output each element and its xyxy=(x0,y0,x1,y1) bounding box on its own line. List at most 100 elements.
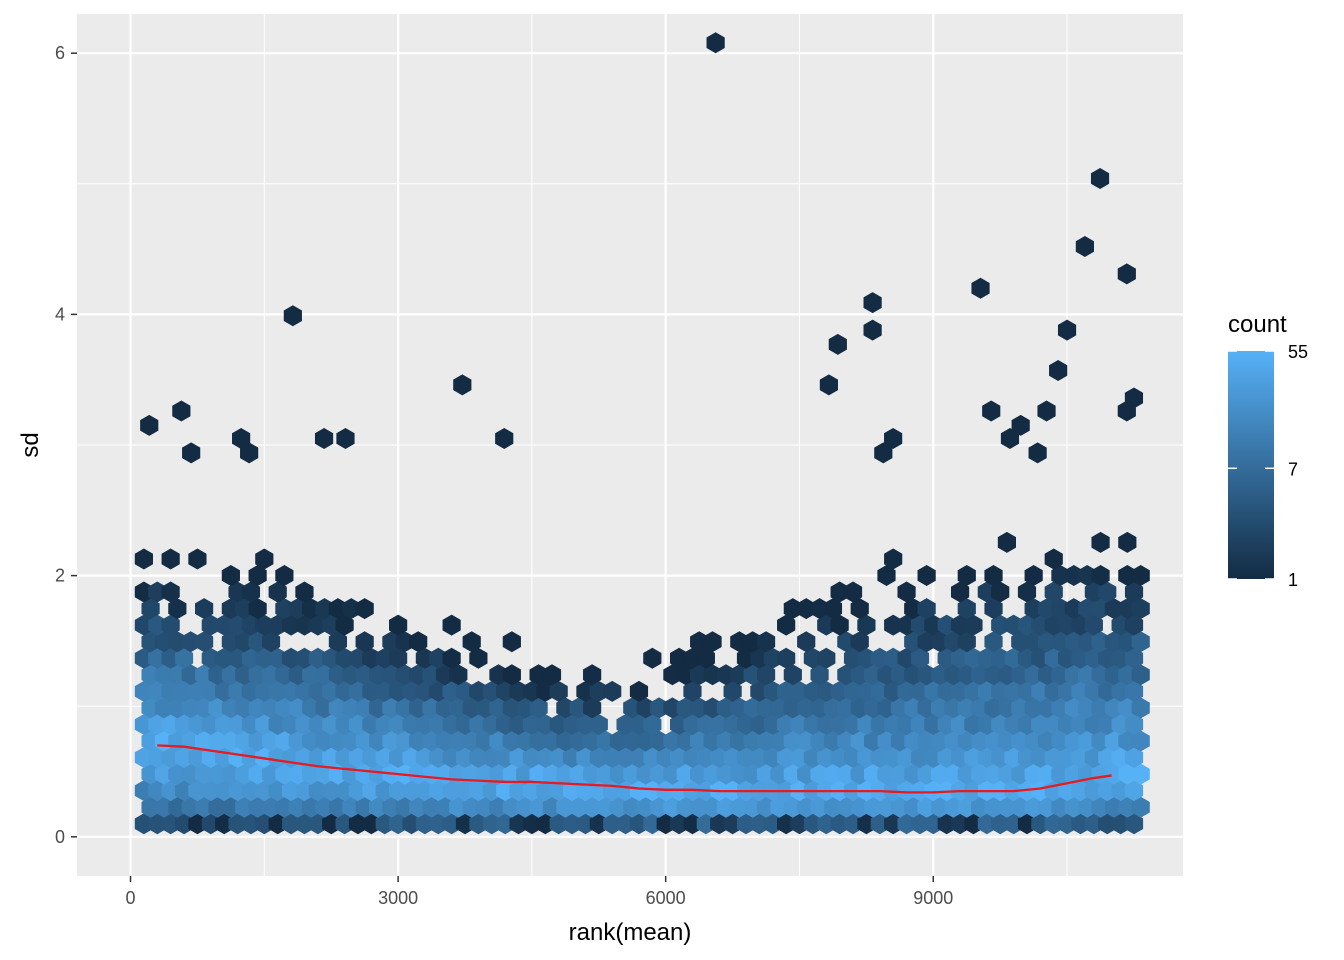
hex-bin xyxy=(843,581,863,603)
hex-bin-outlier xyxy=(232,427,251,449)
hex-bin xyxy=(1091,565,1110,587)
hex-bin xyxy=(255,548,274,570)
hex-bin xyxy=(1118,531,1137,553)
hex-bin xyxy=(195,631,214,653)
hex-bin xyxy=(295,581,314,603)
hex-bin xyxy=(884,548,903,570)
hex-bin xyxy=(275,565,294,587)
hex-bin xyxy=(1124,713,1144,735)
hex-bin xyxy=(195,598,214,620)
hex-bin-outlier xyxy=(982,400,1001,422)
legend-break-label: 55 xyxy=(1288,342,1308,362)
hex-bin xyxy=(248,598,267,620)
hex-bin-outlier xyxy=(1028,442,1047,464)
hex-bin-outlier xyxy=(182,442,201,464)
hex-bin-outlier xyxy=(971,277,990,299)
hex-bin xyxy=(409,631,428,653)
hex-bin xyxy=(696,647,715,669)
hex-bin-outlier xyxy=(1117,400,1136,422)
hex-bin xyxy=(910,647,930,669)
hex-bin xyxy=(248,565,267,587)
hex-bin xyxy=(964,614,983,636)
hex-bin xyxy=(756,631,776,653)
hex-bin xyxy=(797,631,816,653)
x-tick-label: 0 xyxy=(126,888,136,908)
hex-bin xyxy=(777,647,796,669)
hex-bin xyxy=(328,631,347,653)
hex-bin-outlier xyxy=(140,414,159,436)
hex-bin xyxy=(703,631,722,653)
hex-bin xyxy=(603,680,622,702)
hex-bin xyxy=(1044,581,1063,603)
legend-colorbar xyxy=(1228,351,1274,579)
hex-bin xyxy=(442,614,461,636)
hex-bin xyxy=(1124,680,1144,702)
hex-bin-outlier xyxy=(1049,360,1068,382)
hex-bin-outlier xyxy=(1117,263,1136,285)
hex-bin xyxy=(756,664,776,686)
y-tick-label: 4 xyxy=(55,304,65,324)
hex-bin xyxy=(502,664,521,686)
hex-bin xyxy=(1131,664,1150,686)
hex-bin xyxy=(355,598,374,620)
hex-bin xyxy=(984,598,1003,620)
hex-bin xyxy=(830,614,849,636)
hex-bin xyxy=(1131,598,1150,620)
hex-bin xyxy=(629,680,649,702)
hex-bin xyxy=(1124,813,1144,835)
hex-bin xyxy=(823,598,843,620)
x-axis-title: rank(mean) xyxy=(569,919,692,946)
hex-bin xyxy=(1131,697,1150,719)
hex-bin-outlier xyxy=(1037,400,1056,422)
hex-bin-outlier xyxy=(240,442,259,464)
hex-bin xyxy=(502,631,521,653)
hex-bin xyxy=(957,631,976,653)
hex-bin xyxy=(1124,581,1144,603)
hex-bin xyxy=(850,598,869,620)
hex-bin xyxy=(161,614,180,636)
hex-bin-outlier xyxy=(1075,235,1094,257)
hex-bin xyxy=(783,664,802,686)
hex-bin xyxy=(1124,780,1144,802)
hex-bin-outlier xyxy=(884,427,903,449)
hex-bin xyxy=(1091,531,1110,553)
hex-bin xyxy=(810,664,829,686)
hex-bin xyxy=(389,614,408,636)
hex-bin-outlier xyxy=(863,319,882,341)
hex-bin xyxy=(1098,581,1117,603)
hex-bin-outlier xyxy=(495,427,514,449)
hex-bin xyxy=(957,565,976,587)
hex-bin-outlier xyxy=(706,32,725,54)
hex-bin xyxy=(850,631,869,653)
hex-bin xyxy=(683,680,702,702)
y-axis: 0 2 4 6 xyxy=(55,43,77,847)
hex-bin xyxy=(389,647,408,669)
hex-bin xyxy=(857,614,876,636)
hex-bin xyxy=(817,647,836,669)
hex-bin xyxy=(335,614,354,636)
hex-bin xyxy=(188,548,207,570)
hex-bin xyxy=(589,713,608,735)
legend-break-label: 1 xyxy=(1288,570,1298,590)
hex-bin xyxy=(643,647,662,669)
hex-bin xyxy=(542,664,562,686)
hex-bin xyxy=(161,581,180,603)
hex-bin-outlier xyxy=(819,374,838,396)
hex-bin xyxy=(1131,796,1150,818)
hex-bin-outlier xyxy=(1090,168,1110,190)
legend-title: count xyxy=(1228,311,1287,338)
hex-bin-outlier xyxy=(828,333,847,355)
hex-bin xyxy=(1131,565,1150,587)
y-tick-label: 0 xyxy=(55,827,65,847)
hex-bin xyxy=(723,680,742,702)
trend-line xyxy=(157,744,1112,794)
hex-bin xyxy=(917,598,936,620)
hex-bin xyxy=(950,581,970,603)
hex-bin xyxy=(241,581,261,603)
hex-bin-outlier xyxy=(1000,427,1020,449)
hex-bin-outlier xyxy=(453,374,472,396)
y-tick-label: 6 xyxy=(55,43,65,63)
